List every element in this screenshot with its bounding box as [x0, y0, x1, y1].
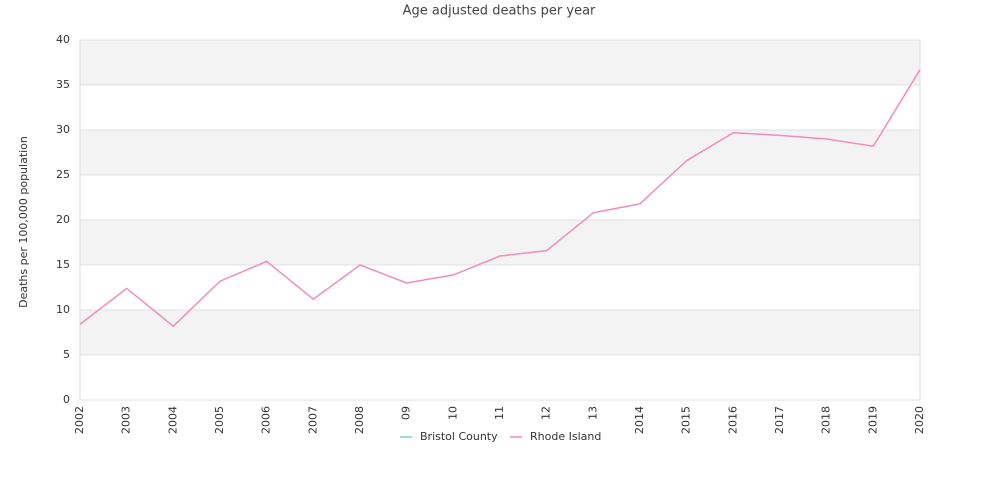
- legend-label: Bristol County: [420, 430, 498, 443]
- x-tick-label: 2020: [913, 406, 926, 434]
- x-tick-label: 2006: [260, 406, 273, 434]
- grid-band: [80, 130, 920, 175]
- x-tick-label: 2008: [353, 406, 366, 434]
- y-tick-label: 20: [56, 213, 70, 226]
- x-tick-label: 12: [540, 406, 553, 420]
- y-tick-label: 40: [56, 33, 70, 46]
- x-tick-label: 2005: [213, 406, 226, 434]
- grid-band: [80, 310, 920, 355]
- y-tick-label: 5: [63, 348, 70, 361]
- x-tick-label: 2016: [726, 406, 739, 434]
- y-tick-label: 0: [63, 393, 70, 406]
- x-tick-label: 13: [586, 406, 599, 420]
- x-tick-label: 10: [446, 406, 459, 420]
- legend-label: Rhode Island: [530, 430, 601, 443]
- y-tick-label: 25: [56, 168, 70, 181]
- grid-band: [80, 220, 920, 265]
- x-tick-label: 2015: [680, 406, 693, 434]
- x-tick-label: 11: [493, 406, 506, 420]
- y-axis-label: Deaths per 100,000 population: [17, 136, 30, 308]
- y-tick-label: 30: [56, 123, 70, 136]
- x-tick-label: 2018: [820, 406, 833, 434]
- x-tick-label: 2019: [866, 406, 879, 434]
- y-tick-label: 10: [56, 303, 70, 316]
- line-series: [79, 69, 921, 328]
- x-tick-label: 09: [400, 406, 413, 420]
- grid-band: [80, 40, 920, 85]
- y-tick-label: 35: [56, 78, 70, 91]
- x-tick-label: 2004: [166, 406, 179, 434]
- chart-title: Age adjusted deaths per year: [403, 4, 596, 19]
- x-tick-label: 2003: [120, 406, 133, 434]
- x-tick-label: 2014: [633, 406, 646, 434]
- y-tick-label: 15: [56, 258, 70, 271]
- x-tick-label: 2017: [773, 406, 786, 434]
- x-tick-label: 2002: [73, 406, 86, 434]
- x-tick-label: 2007: [306, 406, 319, 434]
